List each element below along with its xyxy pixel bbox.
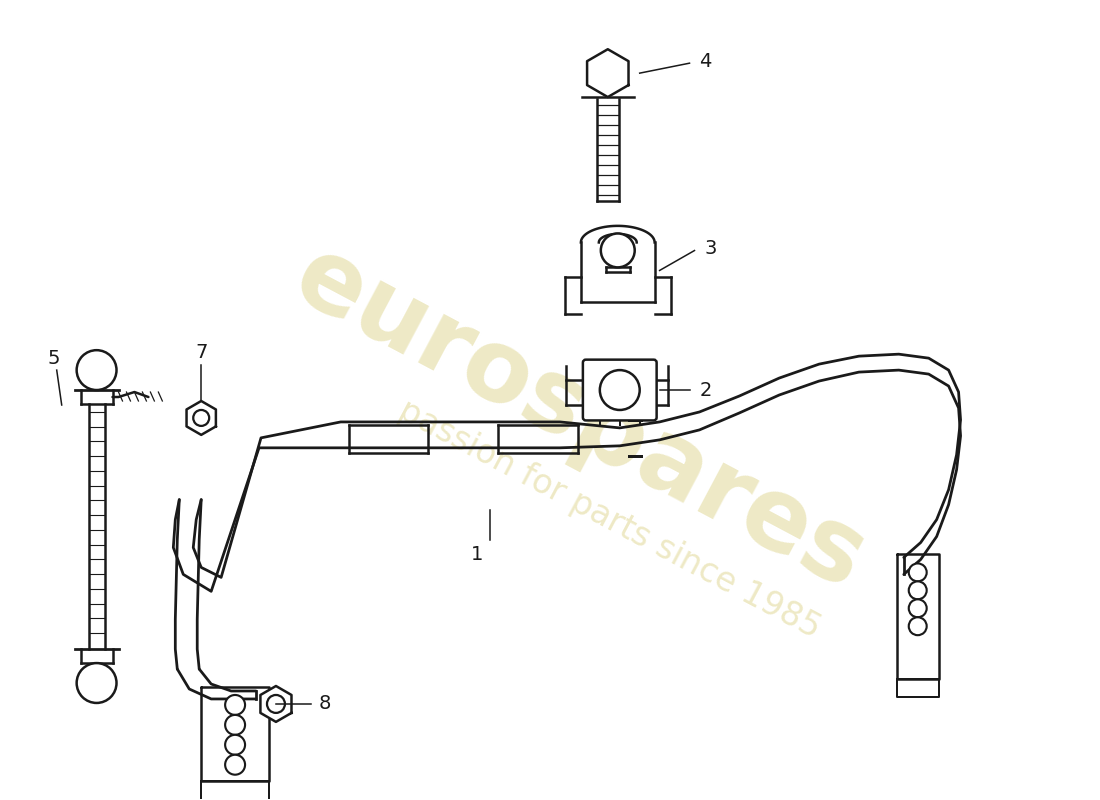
Text: 1: 1 bbox=[471, 545, 483, 564]
Circle shape bbox=[77, 663, 117, 703]
Circle shape bbox=[226, 695, 245, 715]
Text: 8: 8 bbox=[319, 694, 331, 714]
Text: eurospares: eurospares bbox=[278, 229, 882, 611]
Circle shape bbox=[601, 234, 635, 267]
Text: passion for parts since 1985: passion for parts since 1985 bbox=[393, 394, 826, 645]
Circle shape bbox=[909, 563, 926, 582]
Polygon shape bbox=[261, 686, 292, 722]
Circle shape bbox=[909, 599, 926, 618]
Text: 7: 7 bbox=[195, 342, 208, 362]
Polygon shape bbox=[187, 401, 216, 435]
Circle shape bbox=[909, 618, 926, 635]
FancyBboxPatch shape bbox=[583, 360, 657, 421]
Circle shape bbox=[226, 715, 245, 735]
Circle shape bbox=[226, 754, 245, 774]
Circle shape bbox=[909, 582, 926, 599]
Circle shape bbox=[226, 735, 245, 754]
Circle shape bbox=[77, 350, 117, 390]
Text: 2: 2 bbox=[700, 381, 712, 399]
Circle shape bbox=[600, 370, 640, 410]
Circle shape bbox=[194, 410, 209, 426]
Text: 5: 5 bbox=[47, 349, 60, 368]
Circle shape bbox=[267, 695, 285, 713]
Text: 4: 4 bbox=[700, 52, 712, 70]
Polygon shape bbox=[587, 50, 628, 97]
Text: 3: 3 bbox=[704, 239, 717, 258]
